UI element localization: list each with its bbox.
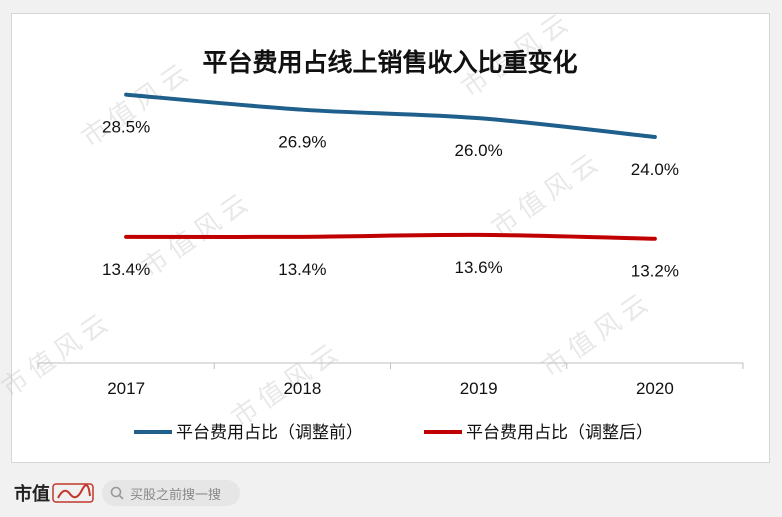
series-line-1 [124,92,657,139]
search-placeholder: 买股之前搜一搜 [130,487,222,503]
data-label: 13.4% [278,260,326,279]
data-label: 13.2% [631,262,679,281]
x-tick-label: 2018 [283,379,321,398]
search-icon [110,486,124,500]
data-label: 24.0% [631,160,679,179]
brand-logo-icon [52,483,94,503]
chart-title: 平台费用占线上销售收入比重变化 [202,48,577,77]
data-label: 28.5% [102,118,150,137]
footer-bar: 市值 买股之前搜一搜 [0,472,782,517]
data-label: 26.0% [455,141,503,160]
search-box[interactable]: 买股之前搜一搜 [102,480,240,506]
data-label: 26.9% [278,133,326,152]
series-line-2 [124,232,657,241]
data-label: 13.4% [102,260,150,279]
x-tick-label: 2019 [460,379,498,398]
legend-label-1: 平台费用占比（调整前） [176,423,363,443]
x-tick-label: 2020 [636,379,674,398]
brand: 市值 [14,478,96,508]
legend-label-2: 平台费用占比（调整后） [466,423,653,443]
brand-name: 市值 [14,484,50,505]
data-label: 13.6% [455,258,503,277]
line-chart: 平台费用占线上销售收入比重变化 2017 2018 2019 2020 28.5% 26.9… [37,48,744,443]
chart-card: 市值风云 市值风云 市值风云 市值风云 市值风云 市值风云 市值风云 平台费用占… [0,6,770,463]
x-tick-label: 2017 [107,379,145,398]
